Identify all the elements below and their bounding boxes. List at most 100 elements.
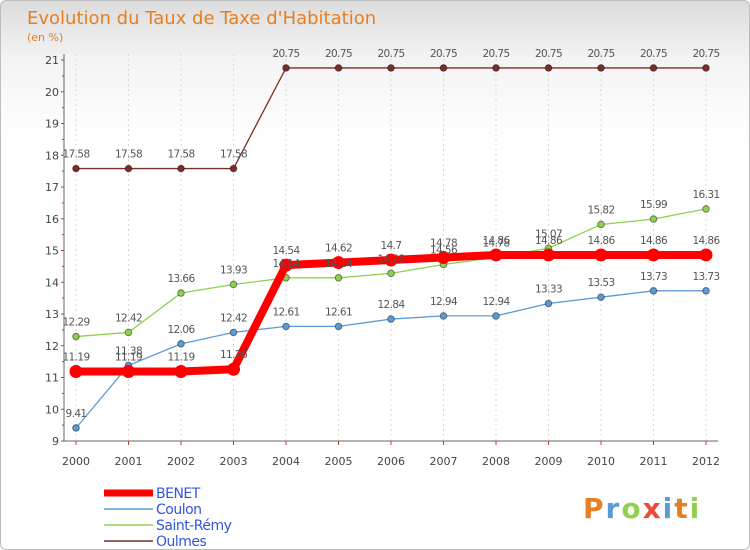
logo-letter: P [583,492,606,525]
data-label: 12.42 [220,312,247,324]
x-tick-label: 2003 [220,455,248,468]
data-point [177,340,185,348]
x-tick-label: 2002 [167,455,195,468]
data-label: 12.94 [482,296,510,308]
x-tick-label: 2007 [430,455,458,468]
x-tick-label: 2005 [325,455,353,468]
x-tick-label: 2004 [272,455,300,468]
data-point [439,64,448,72]
axes: 9 10 11 12 13 14 15 16 17 18 19 20 21 2000 2001 2002 200… [45,54,720,468]
data-point [72,332,80,341]
data-point [489,248,503,262]
data-point [597,293,605,301]
data-point [174,364,188,378]
data-point [437,250,450,264]
data-point [177,164,185,173]
y-tick-label: 18 [45,149,59,162]
y-tick-label: 19 [45,118,59,131]
data-label: 11.38 [115,345,142,357]
data-label: 14.54 [272,245,300,257]
y-tick-label: 17 [45,181,59,194]
y-tick-label: 21 [45,54,59,67]
data-point [69,364,83,378]
data-label: 14.78 [482,237,509,249]
y-tick-label: 11 [45,372,59,385]
data-label: 14.14 [272,258,300,270]
x-tick-label: 2006 [377,455,405,468]
data-point [279,258,293,272]
data-point [647,248,660,262]
x-tick-label: 2009 [535,455,563,468]
data-label: 20.75 [377,48,404,60]
y-tick-label: 15 [45,245,59,258]
x-tick-label: 2000 [62,455,90,468]
data-label: 20.75 [430,48,457,60]
data-label: 14.7 [381,240,402,252]
data-label: 12.94 [430,296,458,308]
data-label: 12.06 [167,324,195,336]
data-label: 14.28 [377,253,404,265]
data-label: 15.82 [587,204,614,216]
data-point [227,362,240,376]
data-point [649,287,658,295]
data-label: 20.75 [692,48,719,60]
data-label: 11.19 [115,351,142,363]
data-point [492,312,500,320]
data-point [72,424,80,432]
data-point [387,64,395,72]
data-point [542,248,555,262]
y-tick-label: 12 [45,340,59,353]
data-label: 11.26 [220,349,248,361]
data-label: 12.84 [377,299,405,311]
data-point [544,64,553,72]
y-tick-label: 20 [45,86,59,99]
data-point [122,364,135,378]
data-label: 11.19 [167,351,194,363]
logo-letter: i [663,492,675,525]
data-point [544,299,553,308]
y-tick-label: 10 [45,403,59,416]
proxiti-logo: Proxiti [583,492,701,525]
data-label: 14.86 [482,235,510,247]
data-label: 17.58 [62,149,89,161]
data-label: 13.33 [535,284,562,296]
data-label: 20.75 [640,48,667,60]
legend-label: BENET [156,486,201,502]
logo-letter: i [690,492,702,525]
data-point [702,205,710,213]
legend-label: Saint-Rémy [156,518,232,534]
data-point [229,280,238,289]
data-point [282,64,290,72]
data-point [124,328,133,337]
data-point [334,274,343,282]
data-label: 15.07 [535,228,562,240]
data-label: 20.75 [325,48,352,60]
y-tick-label: 9 [52,435,59,448]
data-label: 20.75 [535,48,562,60]
data-label: 13.93 [220,264,247,276]
data-point [699,248,713,262]
data-point [229,164,238,173]
y-tick-label: 16 [45,213,59,226]
y-axis-label: (en %) [27,31,63,44]
logo-letter: x [643,492,663,525]
x-tick-label: 2008 [482,455,510,468]
legend-label: Oulmes [156,534,207,549]
data-label: 17.58 [220,149,247,161]
data-point [597,64,605,72]
data-label: 14.86 [640,235,668,247]
data-point [597,220,605,229]
data-label: 12.42 [115,312,142,324]
x-tick-label: 2001 [115,455,143,468]
data-point [334,64,343,72]
data-label: 13.73 [640,271,667,283]
data-point [124,164,133,173]
data-point [492,64,500,72]
data-point [177,289,185,297]
data-label: 14.62 [325,243,352,255]
series-group [69,64,713,432]
x-tick-label: 2012 [692,455,720,468]
